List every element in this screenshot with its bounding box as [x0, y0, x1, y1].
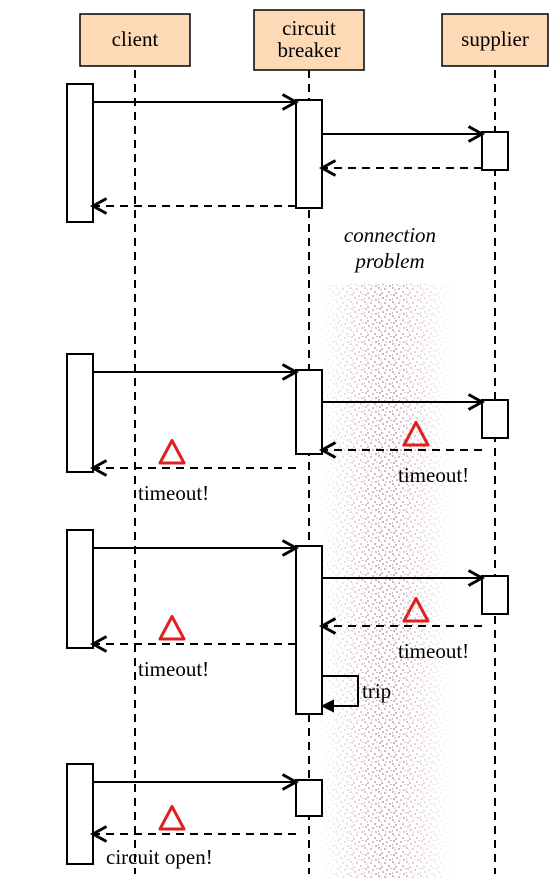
activation-supplier-3 [482, 576, 508, 614]
participant-breaker: circuitbreaker [254, 10, 364, 70]
participant-label: client [112, 27, 159, 51]
activation-client-4 [67, 764, 93, 864]
participant-label: supplier [461, 27, 529, 51]
activation-supplier-2 [482, 400, 508, 438]
connection-problem-note: connection problem [344, 223, 436, 273]
participant-headers: client circuitbreaker supplier [80, 10, 548, 70]
timeout-label: timeout! [138, 657, 209, 681]
svg-text:breaker: breaker [278, 38, 341, 62]
activation-breaker-2 [296, 370, 322, 454]
note-line-1: connection [344, 223, 436, 247]
activation-breaker-1 [296, 100, 322, 208]
circuit-open-label: circuit open! [106, 845, 213, 869]
activation-client-3 [67, 530, 93, 648]
activation-client-2 [67, 354, 93, 472]
timeout-label: timeout! [138, 481, 209, 505]
activation-breaker-4 [296, 780, 322, 816]
warning-icon [160, 617, 184, 640]
warning-icon [160, 807, 184, 830]
participant-client: client [80, 14, 190, 66]
warning-icon [160, 441, 184, 464]
note-line-2: problem [353, 249, 424, 273]
trip-label: trip [362, 679, 391, 703]
activation-breaker-3 [296, 546, 322, 714]
timeout-label: timeout! [398, 463, 469, 487]
connection-problem-band [318, 284, 454, 878]
timeout-label: timeout! [398, 639, 469, 663]
activation-supplier-1 [482, 132, 508, 170]
sequence-diagram: timeout! timeout! timeout! timeout! trip circ… [0, 0, 558, 882]
svg-text:circuit: circuit [282, 16, 336, 40]
participant-supplier: supplier [442, 14, 548, 66]
activation-client-1 [67, 84, 93, 222]
